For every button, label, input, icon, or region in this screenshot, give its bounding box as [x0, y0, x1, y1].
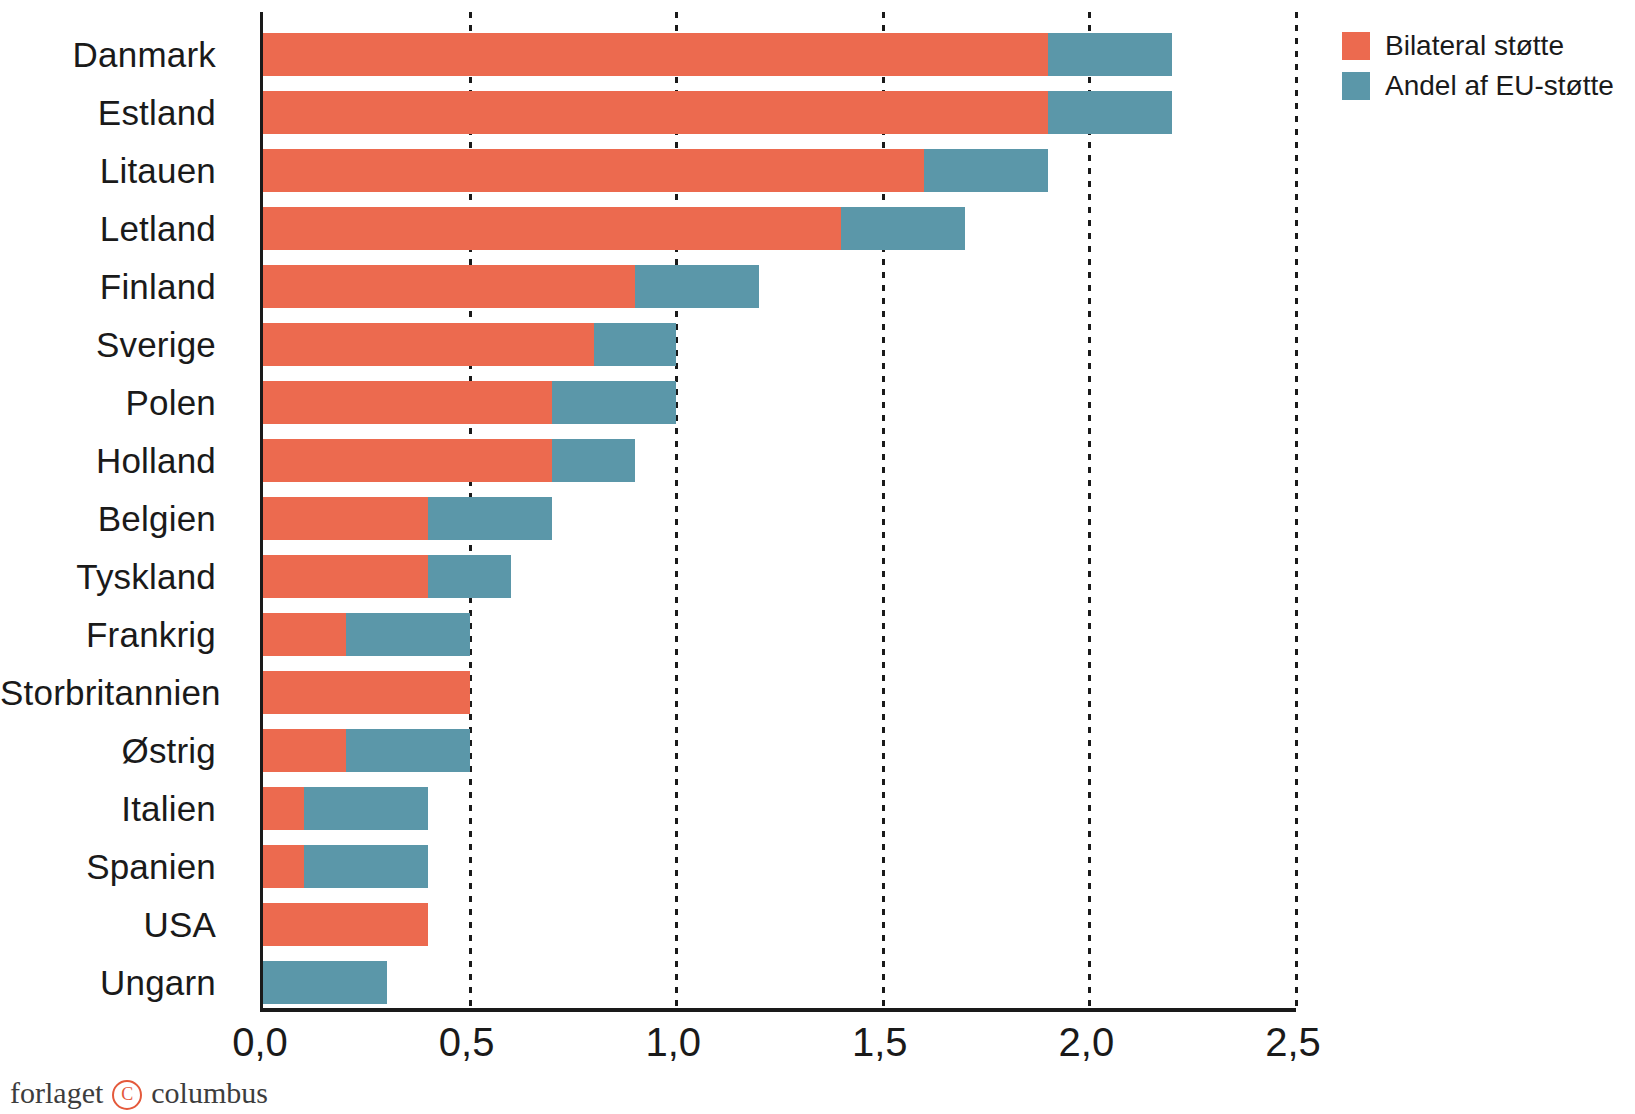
bilateral-segment	[263, 903, 428, 946]
bilateral-segment	[263, 33, 1048, 76]
bar-row	[263, 787, 1296, 830]
bilateral-segment	[263, 613, 346, 656]
eu-swatch-icon	[1342, 72, 1370, 100]
publisher-word-left: forlaget	[10, 1076, 103, 1110]
bilateral-segment	[263, 787, 304, 830]
legend-item-bilateral: Bilateral støtte	[1342, 31, 1614, 60]
plot-area	[260, 12, 1296, 1012]
eu-segment	[428, 555, 511, 598]
category-label: Danmark	[0, 33, 238, 76]
publisher-word-right: columbus	[151, 1076, 268, 1110]
category-label: Frankrig	[0, 613, 238, 656]
category-label: Spanien	[0, 845, 238, 888]
bar-row	[263, 323, 1296, 366]
category-label: Storbritannien	[0, 671, 238, 714]
x-tick-label: 0,5	[439, 1020, 495, 1064]
bar-row	[263, 729, 1296, 772]
bilateral-segment	[263, 555, 428, 598]
eu-segment	[304, 787, 428, 830]
eu-segment	[552, 439, 635, 482]
stacked-bar-chart-page: Danmark Estland Litauen Letland Finland Sveri…	[0, 0, 1635, 1114]
x-tick-label: 0,0	[232, 1020, 288, 1064]
eu-segment	[594, 323, 677, 366]
eu-segment	[346, 613, 470, 656]
legend-item-eu: Andel af EU-støtte	[1342, 71, 1614, 100]
eu-segment	[263, 961, 387, 1004]
x-tick-label: 2,0	[1059, 1020, 1115, 1064]
bilateral-segment	[263, 265, 635, 308]
bar-row	[263, 33, 1296, 76]
bilateral-segment	[263, 497, 428, 540]
legend-label: Bilateral støtte	[1385, 30, 1564, 62]
bar-row	[263, 439, 1296, 482]
category-labels: Danmark Estland Litauen Letland Finland Sveri…	[0, 12, 238, 1008]
bar-row	[263, 381, 1296, 424]
category-label: Letland	[0, 207, 238, 250]
bilateral-segment	[263, 729, 346, 772]
bilateral-segment	[263, 149, 924, 192]
category-label: Sverige	[0, 323, 238, 366]
bilateral-segment	[263, 91, 1048, 134]
publisher-logo: forlaget C columbus	[10, 1076, 268, 1110]
category-label: Ungarn	[0, 961, 238, 1004]
bilateral-segment	[263, 381, 552, 424]
x-tick-label: 1,5	[852, 1020, 908, 1064]
legend-label: Andel af EU-støtte	[1385, 70, 1614, 102]
bar-row	[263, 91, 1296, 134]
x-tick-label: 2,5	[1265, 1020, 1321, 1064]
bar-row	[263, 265, 1296, 308]
eu-segment	[1048, 91, 1172, 134]
x-tick-label: 1,0	[645, 1020, 701, 1064]
eu-segment	[1048, 33, 1172, 76]
legend: Bilateral støtte Andel af EU-støtte	[1342, 31, 1614, 111]
bar-row	[263, 613, 1296, 656]
bar-row	[263, 845, 1296, 888]
category-label: Østrig	[0, 729, 238, 772]
eu-segment	[304, 845, 428, 888]
bilateral-segment	[263, 845, 304, 888]
category-label: Polen	[0, 381, 238, 424]
eu-segment	[635, 265, 759, 308]
bilateral-segment	[263, 207, 841, 250]
x-axis-ticks: 0,00,51,01,52,02,5	[260, 1020, 1293, 1072]
eu-segment	[428, 497, 552, 540]
category-label: Estland	[0, 91, 238, 134]
category-label: USA	[0, 903, 238, 946]
eu-segment	[346, 729, 470, 772]
bar-row	[263, 497, 1296, 540]
bar-row	[263, 207, 1296, 250]
copyright-icon: C	[112, 1080, 142, 1110]
eu-segment	[552, 381, 676, 424]
bilateral-swatch-icon	[1342, 32, 1370, 60]
bar-row	[263, 671, 1296, 714]
category-label: Litauen	[0, 149, 238, 192]
bar-row	[263, 149, 1296, 192]
category-label: Tyskland	[0, 555, 238, 598]
eu-segment	[924, 149, 1048, 192]
bilateral-segment	[263, 323, 594, 366]
bar-row	[263, 903, 1296, 946]
category-label: Belgien	[0, 497, 238, 540]
category-label: Holland	[0, 439, 238, 482]
bar-row	[263, 555, 1296, 598]
bilateral-segment	[263, 439, 552, 482]
category-label: Italien	[0, 787, 238, 830]
category-label: Finland	[0, 265, 238, 308]
eu-segment	[841, 207, 965, 250]
bilateral-segment	[263, 671, 470, 714]
bar-row	[263, 961, 1296, 1004]
